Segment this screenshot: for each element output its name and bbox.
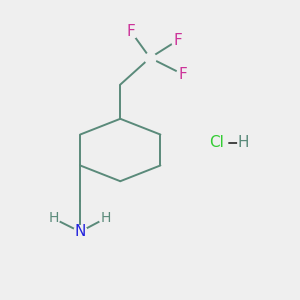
Text: Cl: Cl: [209, 135, 224, 150]
Text: N: N: [74, 224, 86, 239]
Text: H: H: [238, 135, 249, 150]
Text: F: F: [126, 24, 135, 39]
Text: H: H: [100, 212, 111, 225]
Text: F: F: [174, 32, 183, 47]
Text: H: H: [48, 212, 59, 225]
Text: F: F: [178, 67, 187, 82]
